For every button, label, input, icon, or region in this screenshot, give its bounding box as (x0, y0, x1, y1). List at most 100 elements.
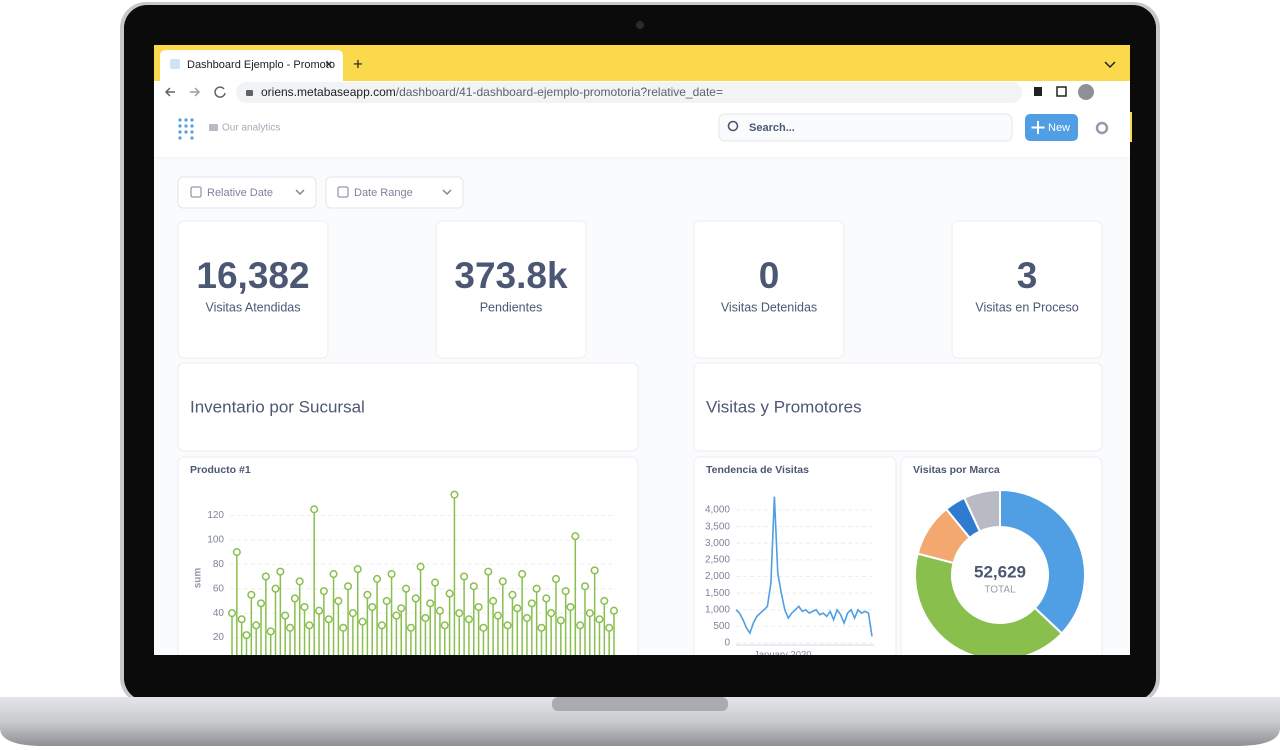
filter-label: Date Range (354, 187, 413, 199)
kpi-value: 373.8k (454, 255, 568, 296)
url-path: /dashboard/41-dashboard-ejemplo-promotor… (396, 85, 723, 99)
lollipop-dot (276, 567, 285, 576)
search-box[interactable] (718, 113, 1013, 142)
calendar-icon (190, 186, 202, 198)
lollipop-dot (406, 623, 415, 632)
lock (246, 90, 253, 96)
back[interactable] (164, 87, 175, 97)
lollipop-dot (324, 615, 333, 624)
chart-title: Visitas por Marca (913, 464, 1000, 476)
lollipop-dot (416, 562, 425, 571)
avatar[interactable] (1078, 84, 1094, 100)
settings[interactable] (1095, 121, 1109, 135)
lollipop-dot (561, 587, 570, 596)
search-icon (727, 120, 739, 132)
y-tick-label: 60 (213, 583, 225, 594)
address-bar[interactable] (236, 82, 1022, 103)
plus-icon (1031, 121, 1045, 134)
new-tab[interactable]: + (353, 54, 363, 73)
lollipop-dot (489, 596, 498, 605)
search-placeholder: Search... (749, 122, 795, 134)
lollipop-dot (310, 505, 319, 514)
lollipop-dot (479, 623, 488, 632)
donut-slice (999, 488, 1086, 635)
lollipop-dot (513, 604, 522, 613)
breadcrumb[interactable]: Our analytics (222, 123, 280, 134)
kpi-value: 0 (759, 255, 780, 296)
lollipop-dot (450, 490, 459, 499)
lollipop-dot (532, 584, 541, 593)
y-tick-label: 120 (207, 510, 224, 521)
lollipop-dot (547, 609, 556, 618)
lollipop-dot (556, 616, 565, 625)
screen: Dashboard Ejemplo - Promoto × + oriens.m… (154, 45, 1130, 661)
lollipop-dot (285, 623, 295, 632)
chevron (442, 189, 452, 196)
y-tick-label: 20 (213, 632, 225, 643)
lollipop-dot (373, 574, 382, 583)
sidebar-icon[interactable] (1056, 86, 1067, 97)
lollipop-dot (542, 594, 551, 603)
tab-icon (170, 59, 180, 69)
chart-title: Producto #1 (190, 464, 251, 476)
lollipop-dot (295, 577, 304, 586)
donut-slice (962, 488, 1001, 533)
url: oriens.metabaseapp.com/dashboard/41-dash… (261, 85, 723, 99)
section-title: Visitas y Promotores (706, 397, 862, 416)
forward[interactable] (190, 87, 201, 97)
lollipop-dot (300, 602, 309, 612)
camera (636, 21, 644, 29)
lollipop-dot (353, 565, 362, 574)
lollipop-dot (387, 570, 396, 579)
lollipop-dot (252, 621, 261, 630)
lollipop-dot (363, 590, 372, 599)
lollipop-dot (271, 584, 280, 593)
lollipop-dot (585, 609, 594, 618)
new-label: New (1048, 122, 1070, 134)
lollipop-dot (590, 566, 599, 575)
lollipop-dot (469, 582, 478, 591)
lollipop-dot (377, 621, 386, 630)
filter[interactable] (325, 176, 464, 209)
y-tick-label: 4,000 (705, 505, 730, 516)
lollipop-dot (609, 606, 619, 615)
lollipop-dot (455, 609, 464, 618)
url-host: oriens.metabaseapp.com (261, 85, 396, 99)
lollipop-dot (566, 602, 575, 612)
y-tick-label: 3,500 (705, 521, 730, 532)
kpi-label: Visitas Detenidas (721, 300, 817, 314)
new-button[interactable] (1025, 114, 1078, 141)
chevron (295, 189, 305, 196)
lollipop-dot (266, 627, 275, 636)
lollipop-dot (242, 631, 251, 640)
lollipop-dot (460, 572, 469, 581)
lollipop-dot (247, 590, 256, 599)
tab[interactable] (160, 50, 343, 81)
lollipop-dot (281, 611, 290, 620)
lollipop-dot (426, 599, 435, 608)
lollipop-dot (484, 567, 493, 576)
lollipop-dot (314, 606, 324, 615)
calendar-icon (337, 186, 349, 198)
donut-slice (914, 552, 1064, 655)
lollipop-dot (392, 611, 401, 620)
lollipop-dot (339, 623, 348, 632)
x-axis-label: January 2020 (754, 650, 812, 661)
filter[interactable] (177, 176, 317, 209)
lollipop-dot (402, 584, 411, 593)
tab-close[interactable]: × (325, 56, 333, 71)
reload[interactable] (214, 86, 226, 98)
lollipop-dot (576, 621, 585, 630)
extensions[interactable] (1034, 87, 1042, 96)
chart-title: Tendencia de Visitas (706, 464, 809, 476)
lollipop-dot (232, 548, 241, 557)
y-tick-label: 1,500 (705, 588, 730, 599)
lollipop-dot (382, 596, 391, 605)
lollipop-dot (474, 602, 483, 612)
lollipop-dot (605, 623, 614, 632)
kpi-label: Visitas Atendidas (206, 300, 301, 314)
lollipop-dot (571, 532, 580, 541)
tab-menu[interactable] (1104, 61, 1116, 69)
